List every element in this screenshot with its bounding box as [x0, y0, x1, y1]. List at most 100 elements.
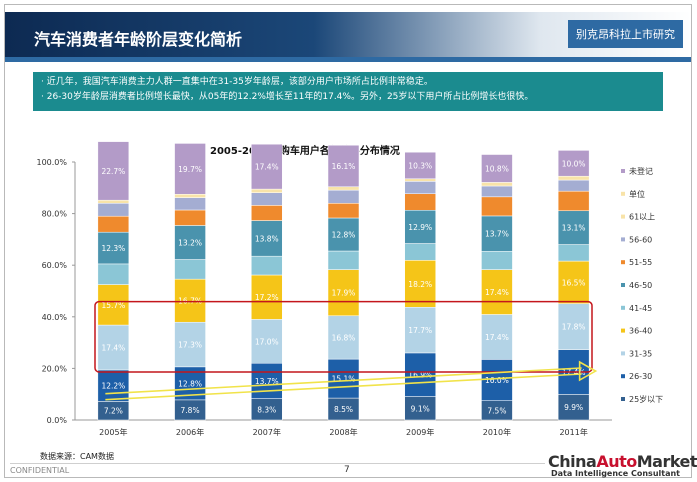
summary-notes: · 近几年，我国汽车消费主力人群一直集中在31-35岁年龄层，该部分用户市场所占…	[33, 72, 663, 111]
bar-segment	[404, 260, 436, 308]
bar-segment	[174, 278, 206, 323]
y-tick-label: 0.0%	[47, 416, 68, 425]
data-label: 17.2%	[255, 293, 279, 302]
data-label: 17.8%	[562, 323, 586, 332]
data-label: 19.7%	[178, 165, 202, 174]
bar-segment	[174, 259, 206, 280]
legend-swatch	[621, 237, 625, 242]
bar-segment	[557, 190, 590, 212]
bar-segment	[404, 307, 436, 354]
data-source: 数据来源：CAM数据	[40, 452, 114, 461]
data-label: 16.8%	[332, 333, 356, 342]
data-label: 12.3%	[101, 244, 125, 253]
legend-swatch	[621, 260, 625, 265]
legend-swatch	[621, 351, 625, 356]
bar-segment	[404, 181, 436, 194]
bar-segment	[481, 269, 513, 315]
data-label: 17.7%	[408, 326, 432, 335]
brand-badge: 别克昂科拉上市研究	[568, 20, 683, 48]
legend-label: 61以上	[629, 213, 655, 222]
y-tick-label: 60.0%	[42, 261, 68, 270]
bar-segment	[327, 144, 360, 188]
bar-segment	[404, 243, 436, 261]
bar-segment	[97, 284, 130, 326]
bar-segment	[97, 199, 130, 204]
data-label: 17.4%	[101, 344, 125, 353]
legend-swatch	[621, 328, 625, 333]
bar-segment	[174, 209, 206, 226]
bar-segment	[327, 189, 360, 204]
data-label: 13.7%	[485, 230, 509, 239]
data-label: 12.9%	[408, 223, 432, 232]
bar-segment	[174, 194, 206, 198]
x-tick-label: 2007年	[253, 427, 281, 437]
x-tick-label: 2009年	[406, 427, 434, 437]
bar-segment	[327, 186, 360, 191]
legend-label: 46-50	[629, 281, 652, 290]
bar-segment	[404, 209, 436, 244]
bar-segment	[481, 251, 513, 270]
bar-segment	[557, 260, 590, 304]
data-label: 17.4%	[485, 333, 509, 342]
footer-divider	[10, 463, 545, 464]
legend-swatch	[621, 169, 625, 173]
data-label: 17.3%	[178, 341, 202, 350]
legend-label: 31-35	[629, 349, 652, 358]
data-label: 7.5%	[487, 406, 506, 415]
bar-segment	[557, 394, 590, 421]
bar-segment	[97, 324, 130, 371]
bar-segment	[481, 185, 513, 198]
data-label: 22.7%	[101, 167, 125, 176]
data-label: 9.1%	[411, 404, 430, 413]
bar-segment	[481, 314, 513, 360]
data-label: 15.7%	[101, 301, 125, 310]
legend-label: 56-60	[629, 235, 652, 244]
x-tick-label: 2008年	[329, 427, 357, 437]
trend-arrow-head	[578, 360, 598, 382]
legend-swatch	[621, 305, 625, 310]
data-label: 16.5%	[562, 278, 586, 287]
data-label: 17.0%	[255, 337, 279, 346]
data-label: 16.9%	[408, 371, 432, 380]
highlight-box	[94, 300, 593, 373]
bar-segment	[174, 197, 206, 211]
data-label: 10.3%	[408, 161, 432, 170]
data-label: 13.7%	[255, 377, 279, 386]
bar-segment	[97, 231, 130, 265]
x-tick-label: 2006年	[176, 427, 204, 437]
bar-segment	[251, 192, 283, 206]
confidential-label: CONFIDENTIAL	[10, 466, 70, 475]
chart-title: 2005-2011年购车用户各年龄层分布情况	[210, 146, 400, 157]
bar-segment	[404, 151, 436, 180]
y-tick-label: 20.0%	[42, 364, 68, 373]
bar-segment	[404, 178, 436, 182]
bar-segment	[327, 250, 360, 270]
legend-label: 单位	[629, 189, 645, 199]
y-tick-label: 80.0%	[42, 210, 68, 219]
bar-segment	[251, 205, 283, 221]
data-label: 12.8%	[178, 379, 202, 388]
data-label: 16.1%	[332, 162, 356, 171]
legend-label: 51-55	[629, 258, 652, 267]
legend-label: 26-30	[629, 372, 652, 381]
data-label: 7.2%	[104, 407, 123, 416]
legend-label: 41-45	[629, 304, 652, 313]
bar-segment	[97, 141, 130, 201]
data-label: 17.4%	[255, 163, 279, 172]
bar-segment	[251, 362, 283, 399]
data-label: 8.3%	[257, 405, 276, 414]
bar-segment	[557, 303, 590, 350]
legend-swatch	[621, 214, 625, 219]
bar-segment	[327, 217, 360, 252]
bar-segment	[481, 182, 513, 187]
bar-segment	[251, 220, 283, 257]
legend-swatch	[621, 374, 625, 379]
bar-segment	[481, 154, 513, 183]
bar-segment	[327, 358, 360, 399]
bar-segment	[174, 321, 206, 368]
logo-tagline: Data Intelligence Consultant	[551, 469, 680, 478]
header-underline	[5, 57, 691, 62]
bar-segment	[557, 179, 590, 192]
data-label: 12.2%	[101, 382, 125, 391]
